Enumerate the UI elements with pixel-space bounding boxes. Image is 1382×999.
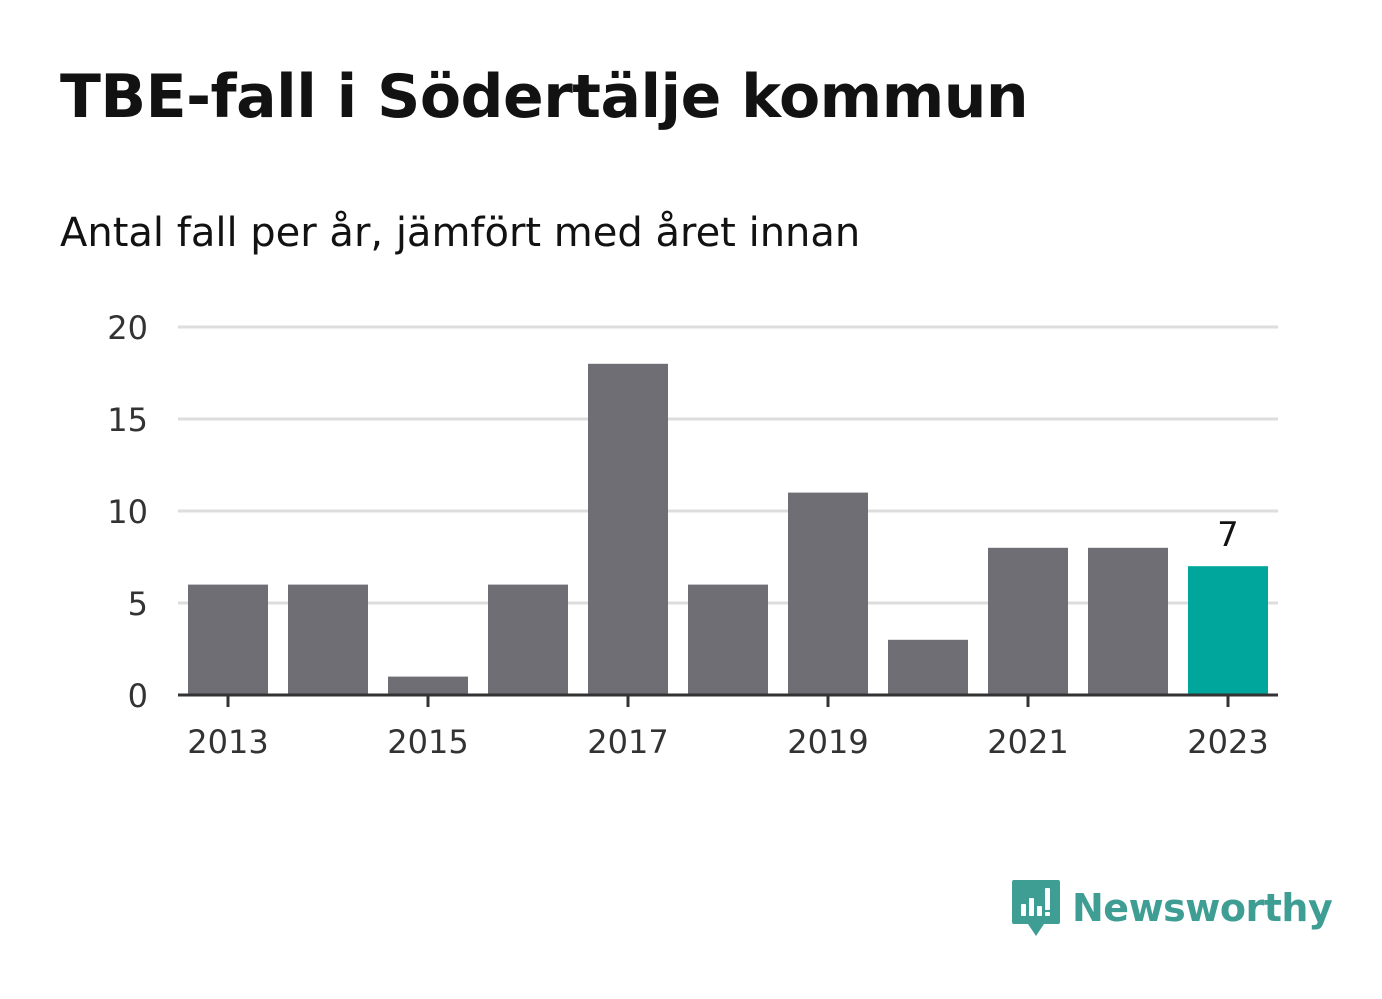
bar-2019 [788,492,868,695]
bar-2018 [688,584,768,695]
bar-2021 [988,547,1068,695]
chart-subtitle: Antal fall per år, jämfört med året inna… [60,210,861,256]
data-label-2023: 7 [1217,515,1239,555]
x-tick-label: 2017 [587,723,668,761]
bar-2020 [888,639,968,695]
bar-2017 [588,363,668,695]
y-tick-label: 5 [128,585,148,623]
chart-title: TBE-fall i Södertälje kommun [60,62,1029,132]
bar-2023 [1188,566,1268,695]
bar-2022 [1088,547,1168,695]
bar-2013 [188,584,268,695]
x-tick-label: 2021 [987,723,1068,761]
y-tick-label: 0 [128,677,148,715]
newsworthy-logo-icon [1012,880,1060,936]
y-tick-label: 15 [107,401,148,439]
y-tick-label: 10 [107,493,148,531]
bar-2015 [388,676,468,695]
x-tick-label: 2019 [787,723,868,761]
bar-2016 [488,584,568,695]
x-tick-label: 2015 [387,723,468,761]
newsworthy-logo: Newsworthy [1010,878,1333,938]
x-tick-label: 2013 [187,723,268,761]
bar-2014 [288,584,368,695]
newsworthy-brand-name: Newsworthy [1072,886,1333,930]
x-tick-label: 2023 [1187,723,1268,761]
y-tick-label: 20 [107,309,148,347]
